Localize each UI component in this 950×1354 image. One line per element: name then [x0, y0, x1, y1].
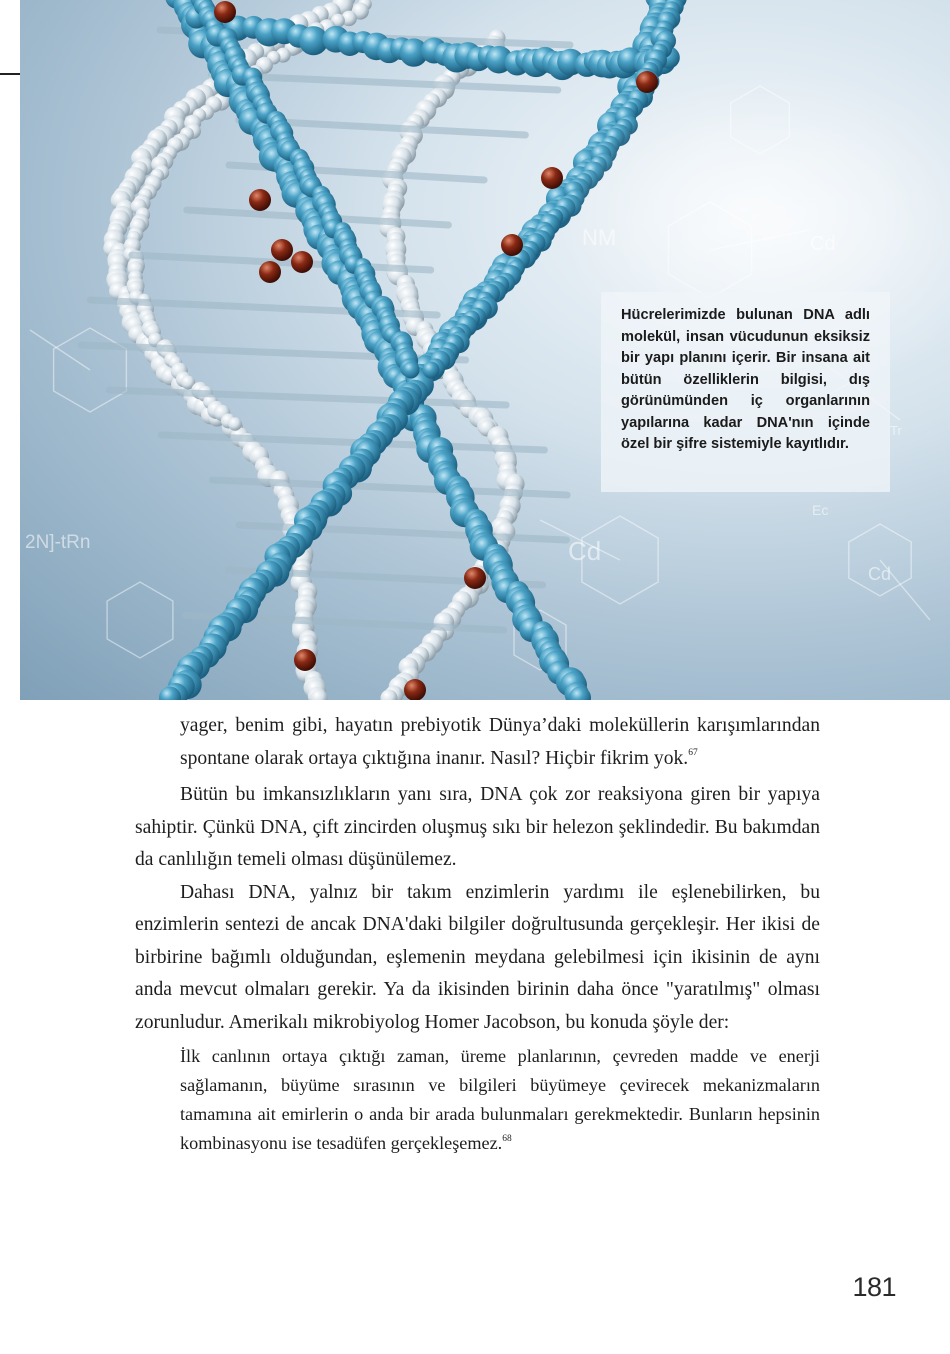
- bond-line: [539, 519, 621, 561]
- atom-sphere: [298, 26, 329, 56]
- atom-sphere: [341, 10, 357, 27]
- phosphate-node: [541, 167, 563, 189]
- figure-caption-box: Hücrelerimizde bulunan DNA adlı molekül,…: [601, 292, 890, 492]
- hexagon-shape: [848, 523, 912, 597]
- paragraph-3: Dahası DNA, yalnız bir takım enzimlerin …: [135, 881, 820, 1033]
- atom-sphere: [181, 375, 196, 390]
- phosphate-node: [636, 71, 658, 93]
- bond-line: [879, 559, 931, 621]
- phosphate-node: [291, 251, 313, 273]
- figure-caption: Hücrelerimizde bulunan DNA adlı molekül,…: [621, 307, 870, 452]
- atom-sphere: [399, 38, 428, 67]
- paragraph-1-text: yager, benim gibi, hayatın prebiyotik Dü…: [180, 715, 820, 769]
- block-quote: İlk canlının ortaya çıktığı zaman, üreme…: [135, 1042, 820, 1158]
- phosphate-node: [501, 234, 523, 256]
- base-pair-rung: [105, 386, 510, 409]
- paragraph-2: Bütün bu imkansızlıkların yanı sıra, DNA…: [135, 784, 820, 870]
- phosphate-node: [404, 679, 426, 700]
- hexagon-shape: [581, 515, 659, 605]
- bond-line: [29, 329, 91, 371]
- atom-sphere: [380, 689, 398, 700]
- atom-sphere: [402, 361, 420, 379]
- base-pair-rung: [208, 71, 562, 94]
- atom-sphere: [422, 361, 440, 379]
- phosphate-node: [259, 261, 281, 283]
- phosphate-node: [464, 567, 486, 589]
- phosphate-node: [214, 1, 236, 23]
- paragraph-1: yager, benim gibi, hayatın prebiyotik Dü…: [135, 710, 820, 775]
- footnote-ref-68: 68: [502, 1133, 512, 1144]
- background-label: Tr: [890, 423, 902, 438]
- page-number: 181: [852, 1272, 896, 1302]
- phosphate-node: [294, 649, 316, 671]
- background-label: Cd: [868, 564, 891, 584]
- atom-sphere: [159, 686, 181, 700]
- footnote-ref-67: 67: [688, 747, 698, 758]
- background-label: 2N]-tRn: [25, 532, 90, 553]
- base-pair-rung: [157, 431, 548, 454]
- phosphate-node: [249, 189, 271, 211]
- main-text: yager, benim gibi, hayatın prebiyotik Dü…: [135, 710, 820, 1158]
- background-label: Ec: [812, 502, 828, 518]
- hexagon-shape: [106, 581, 174, 659]
- margin-rule: [0, 73, 20, 75]
- atom-sphere: [310, 689, 328, 700]
- blue-dna-strand: [159, 0, 687, 700]
- atom-sphere: [228, 417, 242, 431]
- block-quote-text: İlk canlının ortaya çıktığı zaman, üreme…: [180, 1046, 820, 1153]
- background-label: Cd: [568, 536, 601, 566]
- base-pair-rung: [209, 476, 571, 499]
- phosphate-node: [271, 239, 293, 261]
- atom-sphere: [569, 686, 591, 700]
- base-pair-rung: [128, 251, 435, 274]
